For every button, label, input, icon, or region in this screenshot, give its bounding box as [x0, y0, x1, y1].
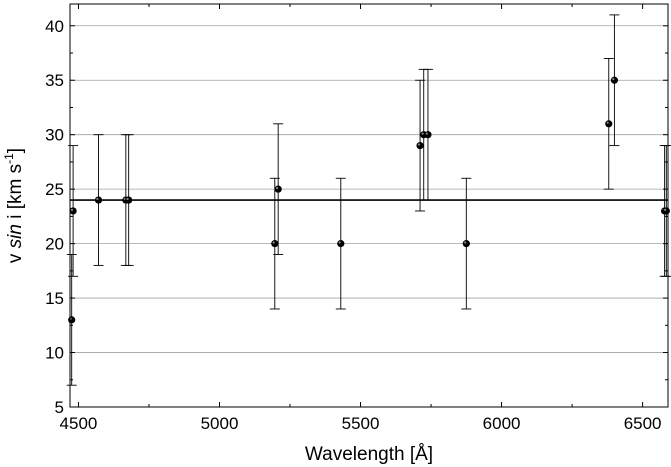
x-tick-label: 6000: [483, 414, 521, 433]
x-tick-label: 4500: [60, 414, 98, 433]
y-axis-title-mid: i [km s: [5, 164, 26, 224]
data-point: [271, 240, 279, 248]
y-axis-title-suffix: ]: [5, 148, 26, 153]
data-point-highlight: [70, 208, 74, 211]
data-point-highlight: [272, 241, 275, 244]
y-tick-label: 40: [45, 17, 64, 36]
data-point: [69, 207, 77, 215]
data-point-highlight: [606, 121, 609, 124]
y-axis-title-italic: sin: [5, 224, 26, 248]
data-point-highlight: [338, 241, 341, 244]
plot-frame: [69, 3, 669, 408]
data-point: [424, 131, 432, 139]
y-tick-label: 25: [45, 180, 64, 199]
data-point: [610, 76, 619, 84]
grid-lines: [70, 25, 668, 408]
x-axis: 4500 5000 5500 6000 6500: [60, 4, 662, 433]
x-tick-label: 5500: [342, 414, 380, 433]
y-tick-label: 20: [45, 235, 64, 254]
data-point: [605, 120, 613, 128]
y-tick-label: 30: [45, 126, 64, 145]
data-point-highlight: [464, 241, 467, 244]
y-tick-label: 35: [45, 71, 64, 90]
data-point-highlight: [664, 208, 667, 211]
data-point: [337, 240, 345, 248]
x-tick-label: 6500: [624, 414, 662, 433]
data-point-highlight: [275, 186, 279, 190]
y-axis-title-prefix: v: [5, 248, 26, 263]
data-point: [94, 196, 103, 204]
data-point: [125, 196, 133, 204]
data-point-highlight: [417, 143, 421, 146]
data-point: [274, 185, 282, 193]
y-axis: 5 10 15 20 25 30 35 40: [45, 17, 668, 417]
y-axis-title: v sin i [km s-1]: [2, 148, 26, 263]
data-point-highlight: [612, 78, 615, 81]
data-point-highlight: [126, 197, 129, 201]
y-tick-label: 10: [45, 344, 64, 363]
y-tick-label: 5: [55, 398, 64, 417]
x-tick-label: 5000: [201, 414, 239, 433]
data-point: [662, 207, 670, 215]
data-point-highlight: [425, 132, 428, 135]
data-point: [416, 141, 424, 150]
data-point: [462, 240, 470, 248]
data-point: [68, 316, 76, 324]
data-point-highlight: [421, 132, 424, 135]
y-tick-label: 15: [45, 289, 64, 308]
x-axis-title: Wavelength [Å]: [305, 444, 433, 465]
data-points: [68, 76, 670, 324]
data-point-highlight: [96, 197, 99, 201]
y-axis-title-sup: -1: [2, 153, 16, 164]
